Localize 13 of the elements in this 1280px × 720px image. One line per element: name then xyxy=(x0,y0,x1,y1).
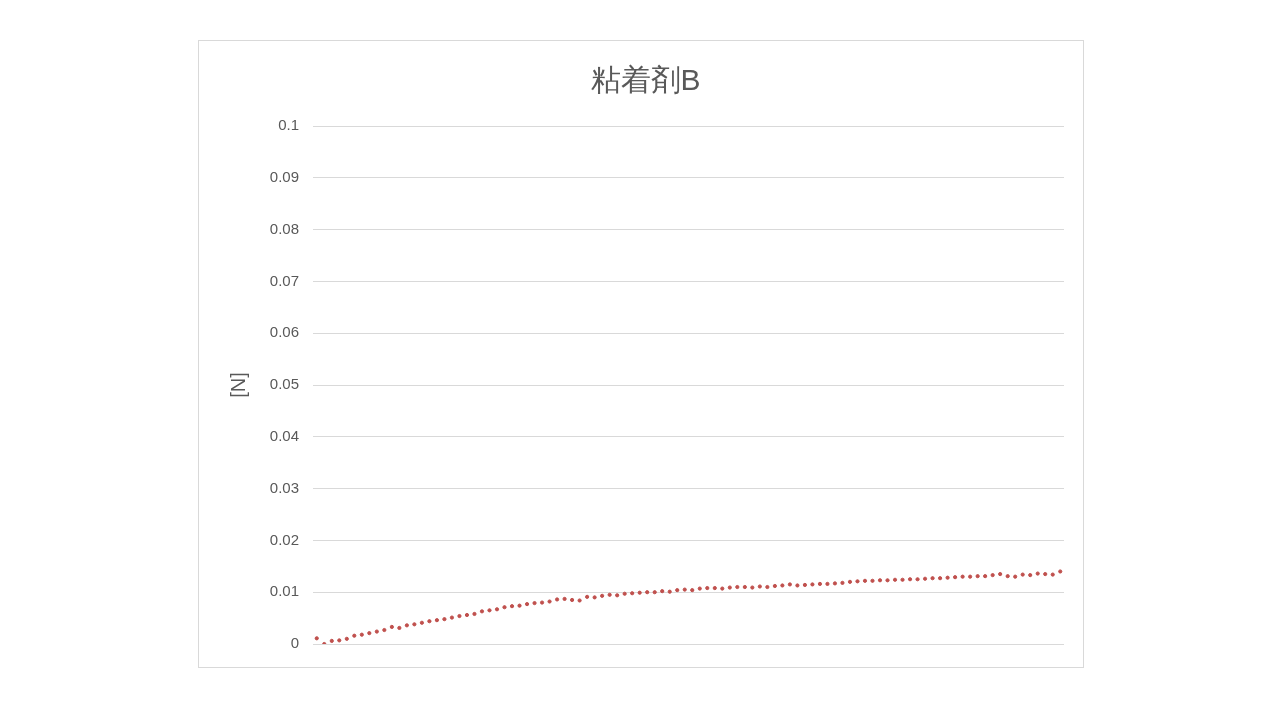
y-tick-label: 0 xyxy=(290,634,299,652)
y-tick-label: 0.06 xyxy=(269,323,299,341)
y-tick-label: 0.08 xyxy=(269,219,299,237)
y-tick-label: 0.02 xyxy=(269,530,299,548)
y-axis-title: [N] xyxy=(226,372,249,398)
y-tick-label: 0.1 xyxy=(278,116,299,134)
chart-title: 粘着剤B xyxy=(590,63,701,97)
y-tick-label: 0.01 xyxy=(269,582,299,600)
y-tick-label: 0.03 xyxy=(269,478,299,496)
y-tick-label: 0.07 xyxy=(269,271,299,289)
y-tick-label: 0.09 xyxy=(269,167,299,185)
y-tick-label: 0.05 xyxy=(269,375,299,393)
y-tick-label: 0.04 xyxy=(269,426,299,444)
